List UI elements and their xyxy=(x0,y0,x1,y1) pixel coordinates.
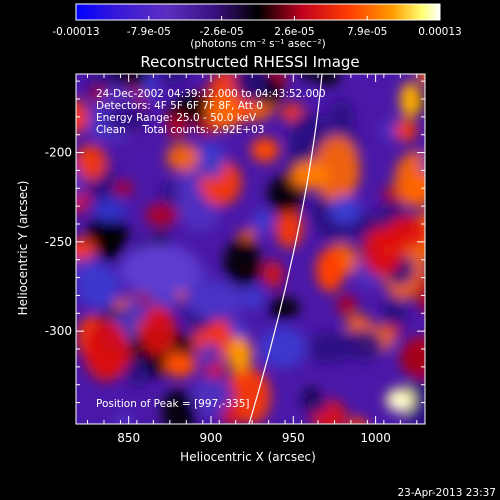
image-panel: 24-Dec-2002 04:39:12.000 to 04:43:52.000… xyxy=(45,65,443,445)
image-blob xyxy=(336,294,358,316)
image-blob xyxy=(267,175,304,214)
colorbar-unit-label: (photons cm⁻² s⁻¹ asec⁻²) xyxy=(190,38,325,50)
y-axis-label: Heliocentric Y (arcsec) xyxy=(16,181,30,316)
image-blob xyxy=(94,198,126,222)
image-blob xyxy=(139,305,176,355)
peak-position-label: Position of Peak = [997,-335] xyxy=(96,398,250,410)
image-blob xyxy=(239,228,256,242)
colorbar-gradient xyxy=(75,3,441,21)
image-blob xyxy=(395,119,418,142)
colorbar-ticks: -0.00013 -7.9e-05 -2.6e-05 2.6e-05 7.9e-05 0.… xyxy=(52,16,462,38)
image-blob xyxy=(420,157,425,173)
plot-frame xyxy=(75,73,426,425)
image-blob xyxy=(417,74,425,86)
colorbar-tick-label: -0.00013 xyxy=(52,26,99,38)
image-blob xyxy=(329,196,361,224)
image-blob xyxy=(113,413,133,424)
image-blob xyxy=(306,396,329,413)
image-blob xyxy=(198,140,225,179)
colorbar-tick-label: -7.9e-05 xyxy=(127,26,171,38)
image-blob xyxy=(361,227,404,276)
image-blob xyxy=(199,342,221,368)
image-blob xyxy=(166,143,200,172)
image-blob xyxy=(381,118,398,143)
image-blob xyxy=(145,203,178,227)
image-blob xyxy=(394,151,425,208)
image-blob xyxy=(347,416,367,424)
image-blob xyxy=(259,326,307,369)
image-blob xyxy=(314,135,360,203)
x-axis-label: Heliocentric X (arcsec) xyxy=(180,450,316,464)
image-blob xyxy=(166,113,187,139)
image-blob xyxy=(300,74,318,81)
image-blob xyxy=(76,238,96,260)
x-tick-label: 1000 xyxy=(360,431,391,445)
image-blob xyxy=(76,186,90,213)
image-blob xyxy=(164,353,196,377)
timestamp: 23-Apr-2013 23:37 xyxy=(397,487,496,499)
info-detectors: Detectors: 4F 5F 6F 7F 8F, Att 0 xyxy=(96,100,263,112)
image-blob xyxy=(251,138,279,162)
image-blob xyxy=(228,371,248,392)
image-blob xyxy=(83,319,129,382)
image-blob xyxy=(399,335,425,380)
image-blob xyxy=(121,300,147,326)
image-blob xyxy=(161,389,197,424)
image-blob xyxy=(87,212,128,254)
colorbar-tick-label: -2.6e-05 xyxy=(200,26,244,38)
image-blob xyxy=(76,165,84,202)
colorbar-tick-label: 0.00013 xyxy=(418,26,461,38)
image-blob xyxy=(158,74,189,85)
image-blob xyxy=(415,276,425,312)
image-blob xyxy=(205,93,241,130)
image-blob xyxy=(316,248,344,292)
colorbar-tick-label: 2.6e-05 xyxy=(274,26,314,38)
x-tick-label: 850 xyxy=(117,431,140,445)
image-blob xyxy=(393,396,407,408)
y-tick-label: -250 xyxy=(45,235,72,249)
image-blob xyxy=(233,74,268,102)
image-blob xyxy=(328,100,354,135)
image-blob xyxy=(381,297,409,327)
info-clean-counts: Clean Total counts: 2.92E+03 xyxy=(96,124,265,136)
image-blob xyxy=(77,265,121,310)
image-blob xyxy=(76,144,107,181)
image-blob xyxy=(124,357,150,387)
x-tick-label: 950 xyxy=(282,431,305,445)
image-blob xyxy=(263,260,284,288)
image-blob xyxy=(290,161,330,189)
image-blob xyxy=(181,199,219,232)
image-blob xyxy=(191,376,231,416)
y-tick-label: -300 xyxy=(45,324,72,338)
solar-limb-line xyxy=(248,74,323,424)
colorbar-tick-label: 7.9e-05 xyxy=(347,26,387,38)
info-energy-range: Energy Range: 25.0 - 50.0 keV xyxy=(96,112,257,124)
image-blob xyxy=(113,180,134,197)
image-blob xyxy=(76,99,89,135)
image-blob xyxy=(252,209,273,234)
image-blob xyxy=(223,238,261,288)
info-block: 24-Dec-2002 04:39:12.000 to 04:43:52.000… xyxy=(96,88,326,136)
image-blob xyxy=(107,103,150,133)
image-blob xyxy=(228,337,252,373)
image-blob xyxy=(120,244,200,296)
colorbar: -0.00013 -7.9e-05 -2.6e-05 2.6e-05 7.9e-05 0.… xyxy=(52,3,462,50)
image-blob xyxy=(242,286,264,310)
image-blob xyxy=(308,331,349,364)
image-blob xyxy=(400,82,420,118)
info-time-range: 24-Dec-2002 04:39:12.000 to 04:43:52.000 xyxy=(96,88,326,100)
x-tick-label: 900 xyxy=(200,431,223,445)
image-blob xyxy=(426,65,443,84)
image-blob xyxy=(185,280,245,320)
y-tick-label: -200 xyxy=(45,146,72,160)
image-blob xyxy=(341,328,384,361)
axis-ticks: 850 900 950 1000 -200 -250 -300 xyxy=(45,74,425,445)
plot-title: Reconstructed RHESSI Image xyxy=(140,53,359,71)
image-blob xyxy=(268,296,300,320)
